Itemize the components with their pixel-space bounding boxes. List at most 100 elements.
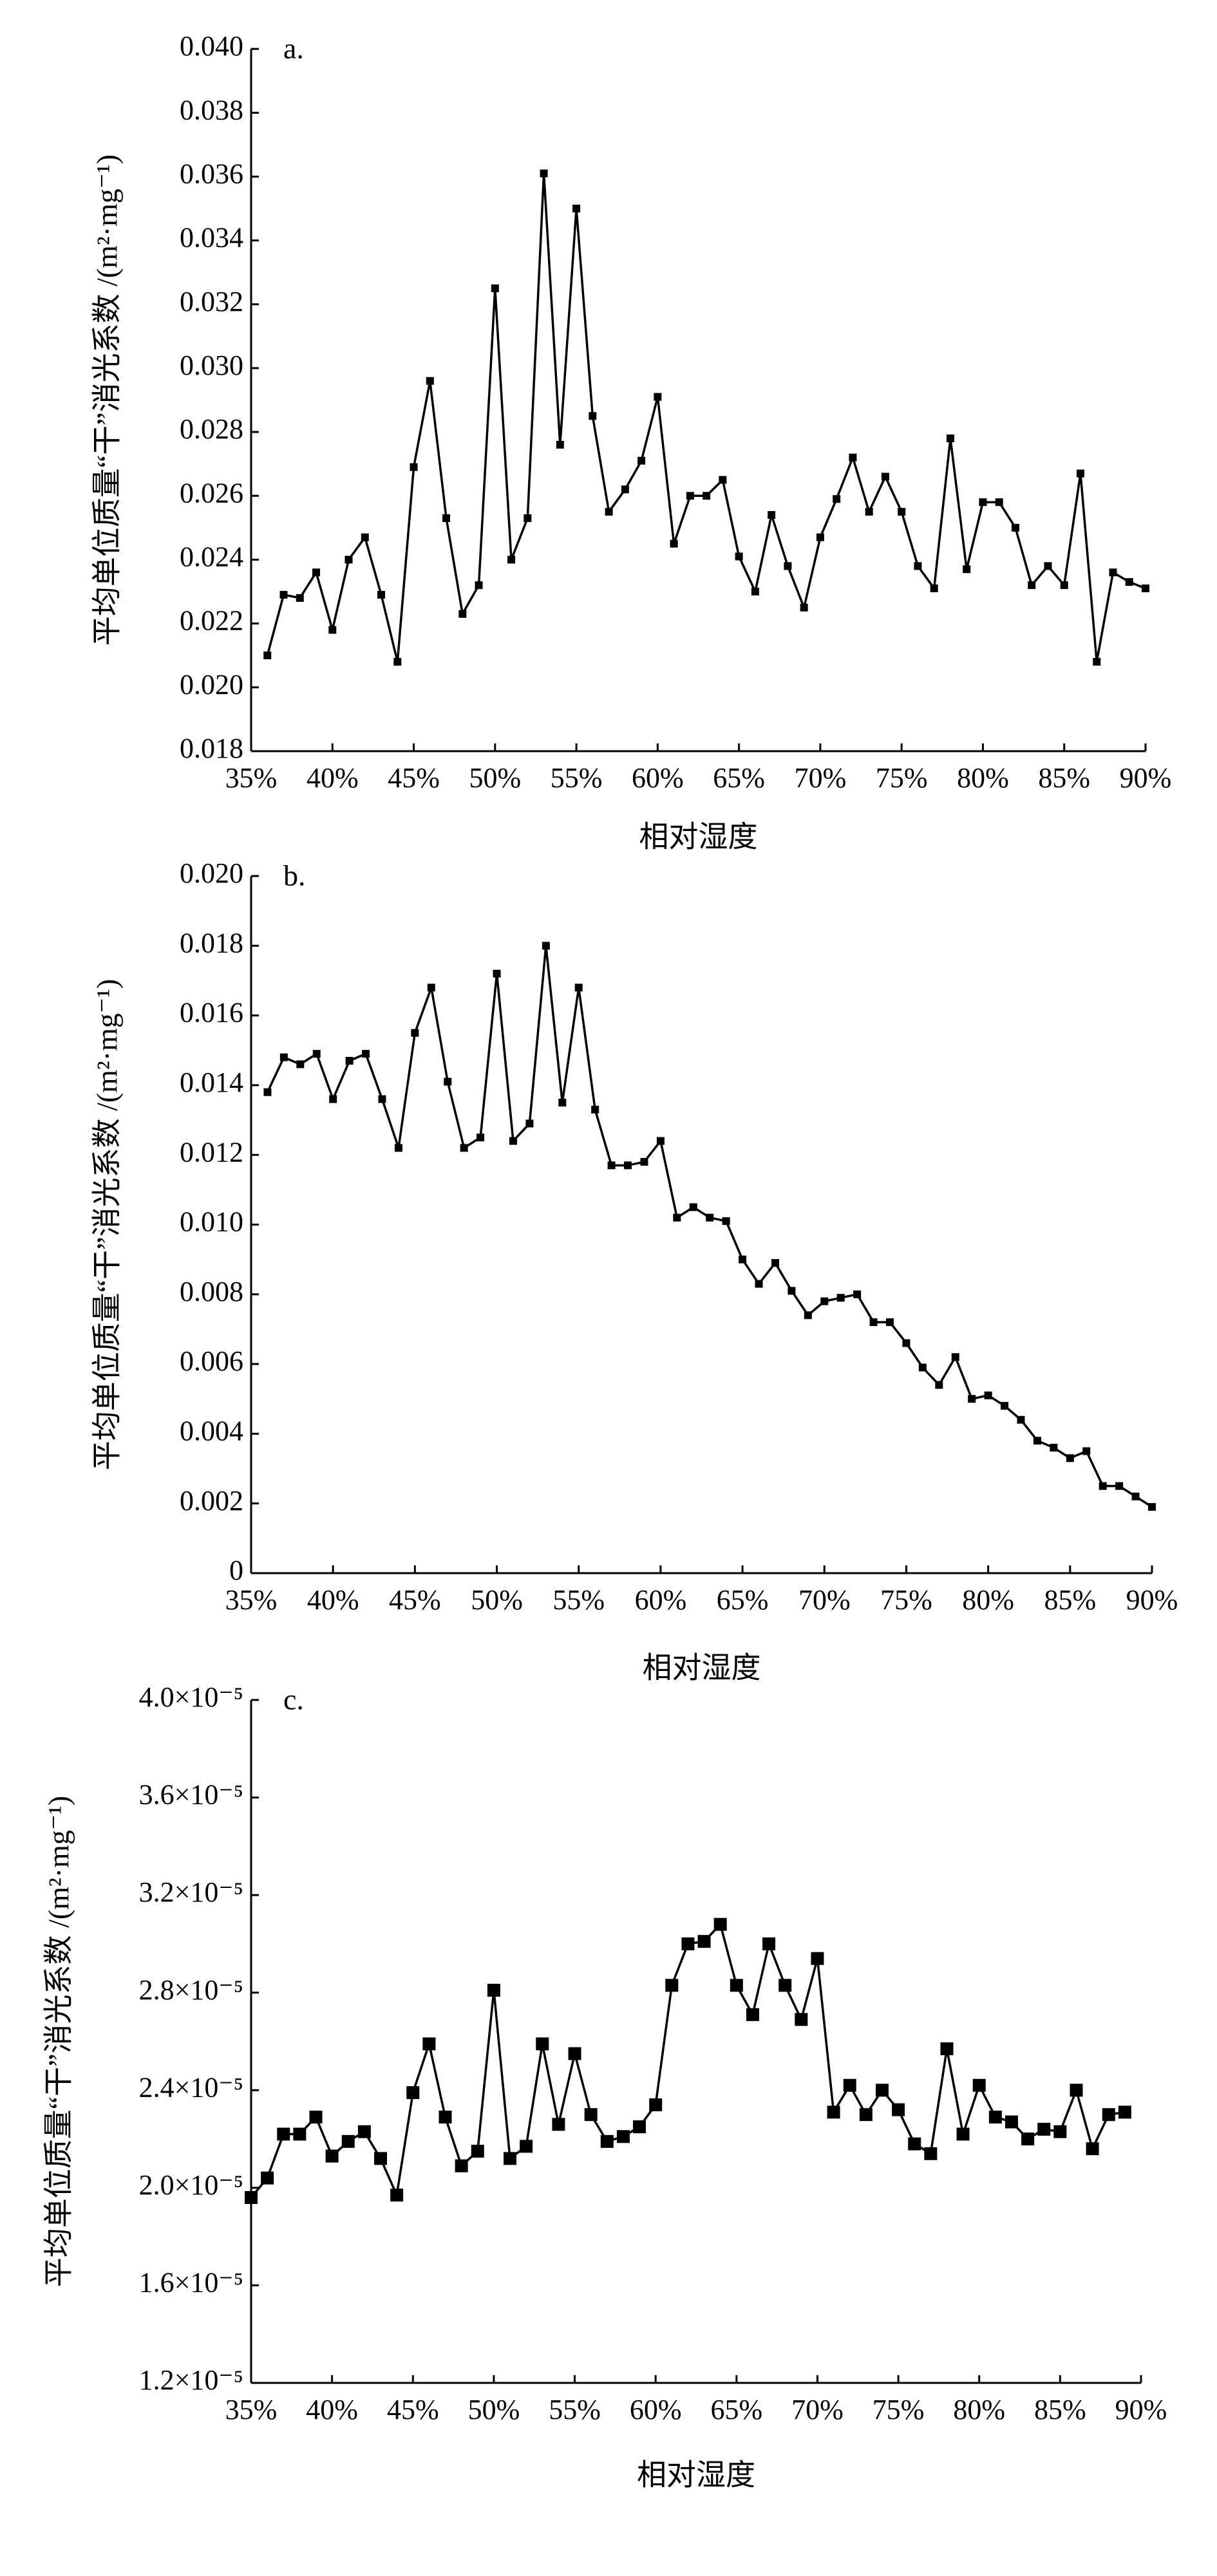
data-point [940, 2042, 954, 2055]
data-point [1053, 2125, 1067, 2138]
x-tick-label: 40% [306, 2394, 358, 2425]
data-point [804, 1311, 812, 1320]
data-point [788, 1287, 796, 1295]
data-point [325, 2149, 339, 2163]
data-point [908, 2137, 921, 2151]
x-tick-label: 90% [1126, 1584, 1178, 1616]
data-point [816, 533, 824, 541]
data-point [493, 969, 501, 978]
x-tick-label: 65% [713, 762, 765, 794]
data-point [410, 463, 418, 471]
data-point [600, 2134, 614, 2148]
data-point [1115, 1482, 1124, 1490]
data-point [633, 2120, 646, 2134]
data-point [605, 508, 613, 516]
data-point [665, 1979, 679, 1992]
data-point [827, 2105, 840, 2119]
y-tick-label: 3.2×10⁻⁵ [139, 1876, 243, 1908]
data-point [329, 1095, 337, 1103]
y-tick-label: 2.0×10⁻⁵ [139, 2169, 243, 2201]
data-point [956, 2127, 970, 2141]
data-point [968, 1395, 976, 1403]
y-tick-label: 0.026 [180, 477, 243, 509]
data-point [795, 2013, 808, 2026]
data-point [1001, 1402, 1009, 1410]
x-tick-label: 60% [630, 2394, 682, 2425]
data-point [670, 539, 678, 548]
x-tick-label: 85% [1038, 762, 1090, 794]
data-point [574, 984, 583, 992]
y-tick-label: 0.018 [180, 927, 243, 958]
data-point [784, 562, 792, 570]
data-point [946, 434, 954, 443]
data-point [706, 1213, 714, 1222]
x-tick-label: 55% [549, 2394, 601, 2425]
data-point [1060, 581, 1068, 590]
data-point [963, 565, 971, 574]
data-point [616, 2130, 630, 2143]
data-point [406, 2086, 420, 2100]
data-point [374, 2152, 388, 2165]
x-tick-label: 45% [389, 1584, 441, 1616]
data-line [266, 172, 1146, 663]
x-tick-label: 75% [876, 762, 928, 794]
x-tick-label: 75% [873, 2394, 925, 2425]
data-point [1093, 658, 1101, 666]
data-point [984, 1391, 992, 1399]
data-point [751, 588, 759, 596]
x-tick-label: 35% [225, 2394, 278, 2425]
data-point [442, 514, 451, 522]
data-point [1011, 523, 1019, 532]
data-point [1125, 578, 1133, 586]
data-point [739, 1255, 747, 1264]
data-point [697, 1935, 711, 1948]
data-point [345, 1056, 354, 1065]
data-point [762, 1937, 776, 1950]
data-point [471, 2145, 484, 2158]
y-tick-label: 0.038 [180, 94, 243, 126]
data-point [768, 511, 776, 519]
data-point [422, 2037, 436, 2051]
panel-label: b. [283, 859, 306, 892]
x-tick-label: 65% [710, 2394, 762, 2425]
data-point [572, 204, 581, 212]
data-point [654, 393, 662, 401]
data-point [261, 2171, 274, 2185]
y-tick-label: 0.022 [180, 605, 243, 637]
data-point [476, 1134, 485, 1142]
x-tick-label: 70% [798, 1584, 851, 1616]
data-point [1066, 1454, 1074, 1462]
data-point [487, 1983, 500, 1997]
x-axis-title: 相对湿度 [643, 1652, 761, 1685]
data-point [1148, 1503, 1156, 1511]
data-point [1099, 1482, 1107, 1490]
data-point [607, 1161, 616, 1170]
data-point [746, 2008, 759, 2021]
data-point [328, 626, 337, 634]
data-point [293, 2127, 307, 2141]
data-point [703, 492, 711, 500]
data-point [525, 1119, 534, 1128]
data-point [924, 2147, 938, 2160]
data-point [755, 1280, 763, 1288]
data-point [584, 2108, 598, 2122]
data-point [689, 1203, 697, 1211]
data-point [411, 1029, 419, 1037]
data-point [800, 603, 808, 611]
y-tick-label: 0.002 [180, 1485, 243, 1517]
data-point [1033, 1437, 1041, 1445]
data-point [1021, 2133, 1035, 2146]
y-tick-label: 1.2×10⁻⁵ [139, 2364, 243, 2396]
data-point [898, 508, 906, 516]
y-tick-label: 3.6×10⁻⁵ [139, 1779, 243, 1811]
data-point [1070, 2084, 1083, 2097]
y-axis-title: 平均单位质量“干”消光系数 /(m²·mg⁻¹) [42, 1796, 75, 2288]
data-point [552, 2118, 565, 2131]
data-point [426, 377, 434, 385]
x-tick-label: 55% [552, 1584, 605, 1616]
data-point [686, 492, 694, 500]
data-point [914, 562, 922, 570]
data-point [1082, 1447, 1091, 1455]
x-tick-label: 75% [880, 1584, 932, 1616]
data-point [312, 568, 321, 577]
